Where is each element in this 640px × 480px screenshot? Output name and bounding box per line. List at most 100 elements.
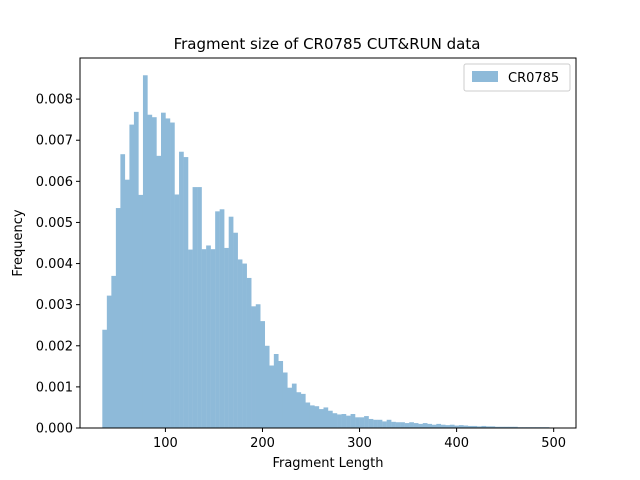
y-tick-label: 0.003 [36, 298, 73, 313]
histogram-bar [449, 424, 455, 428]
histogram-bar [309, 405, 315, 428]
histogram-bar [138, 194, 144, 428]
histogram-bar [192, 187, 198, 428]
x-tick-label: 200 [250, 436, 275, 451]
histogram-bar [341, 414, 347, 428]
y-tick-label: 0.008 [36, 93, 73, 108]
histogram-bar [314, 406, 320, 428]
histogram-bar [346, 415, 351, 428]
histogram-bar [445, 425, 451, 428]
plot-frame [79, 57, 577, 429]
histogram-bar [170, 122, 175, 428]
histogram-bar [215, 211, 220, 428]
histogram-bar [273, 354, 279, 428]
histogram-bar [355, 417, 360, 428]
histogram-bar [260, 321, 266, 428]
y-axis-label: Frequency [11, 209, 26, 276]
histogram-bar [251, 306, 256, 428]
histogram-bar [431, 424, 437, 428]
histogram-bar [391, 421, 396, 428]
histogram-bar [206, 245, 211, 428]
histogram-bar [490, 426, 496, 428]
y-axis-ticks: 0.000 0.001 0.002 0.003 0.004 0.005 0.006 0.007… [36, 93, 80, 437]
histogram-bar [165, 118, 171, 429]
histogram-bar [161, 112, 166, 429]
histogram-bar [156, 155, 162, 428]
histogram-bar [427, 423, 433, 428]
histogram-bar [219, 209, 225, 428]
histogram-bar [495, 426, 500, 428]
y-tick-label: 0.007 [36, 134, 73, 149]
histogram-bar [197, 187, 202, 428]
histogram-bar [332, 413, 338, 428]
y-tick-label: 0.001 [36, 380, 73, 395]
histogram-bar [377, 419, 383, 428]
histogram-bar [481, 425, 487, 428]
x-tick-label: 300 [347, 436, 372, 451]
histogram-bar [305, 402, 311, 428]
histogram-bar [467, 425, 473, 428]
histogram-bar [188, 249, 193, 428]
legend-swatch [472, 71, 498, 82]
histogram-bar [174, 194, 180, 428]
histogram-bar [124, 179, 130, 428]
histogram-bar [386, 419, 392, 428]
histogram-bar [296, 392, 302, 428]
histogram-bar [440, 424, 446, 428]
histogram-bar [287, 387, 293, 428]
histogram-bar [210, 249, 216, 428]
histogram-bar [237, 259, 243, 428]
histogram-bar [129, 124, 135, 428]
histogram-bar [255, 304, 261, 428]
histogram-bar [504, 426, 509, 428]
y-tick-label: 0.004 [36, 257, 73, 272]
histogram-bar [472, 425, 478, 428]
histogram-bar [463, 425, 469, 428]
histogram-bar [201, 249, 207, 428]
histogram-bar [359, 417, 365, 428]
histogram-bar [242, 263, 247, 428]
histogram-bar [282, 372, 288, 428]
histogram-bar [269, 365, 275, 428]
x-tick-label: 100 [153, 436, 178, 451]
x-tick-label: 400 [444, 436, 469, 451]
histogram-bar [120, 154, 126, 428]
bars-group [102, 75, 554, 429]
y-tick-label: 0.000 [36, 422, 73, 437]
histogram-bar [278, 360, 284, 428]
histogram-bar [382, 421, 387, 428]
histogram-bar [422, 423, 428, 428]
x-axis-ticks: 100 200 300 400 500 [153, 428, 566, 451]
histogram-bar [151, 117, 157, 428]
histogram-bar [179, 151, 184, 429]
x-axis-label: Fragment Length [272, 456, 383, 471]
histogram-bar [102, 329, 108, 428]
histogram-bar [233, 232, 238, 428]
histogram-bar [364, 416, 369, 428]
x-tick-label: 500 [541, 436, 566, 451]
histogram-bar [323, 407, 329, 428]
histogram-bar [499, 426, 505, 428]
histogram-bar [337, 414, 342, 428]
histogram-bar [318, 409, 324, 428]
y-tick-label: 0.002 [36, 339, 73, 354]
histogram-bar [373, 419, 378, 428]
histogram-bar [404, 423, 410, 428]
y-tick-label: 0.005 [36, 216, 73, 231]
histogram-bar [418, 423, 423, 428]
legend-box [463, 63, 571, 92]
histogram-bar [106, 295, 112, 428]
histogram-bar [409, 422, 414, 428]
histogram-bar [111, 275, 117, 428]
legend: CR0785 [463, 63, 571, 92]
histogram-bar [142, 75, 148, 429]
histogram-bar [133, 111, 139, 429]
y-tick-label: 0.006 [36, 175, 73, 190]
histogram-bar [328, 410, 333, 428]
histogram-bar [350, 414, 356, 428]
histogram-bar [400, 422, 405, 428]
histogram-bar [246, 277, 252, 428]
histogram-bar [291, 383, 297, 428]
histogram-bar [476, 426, 482, 428]
